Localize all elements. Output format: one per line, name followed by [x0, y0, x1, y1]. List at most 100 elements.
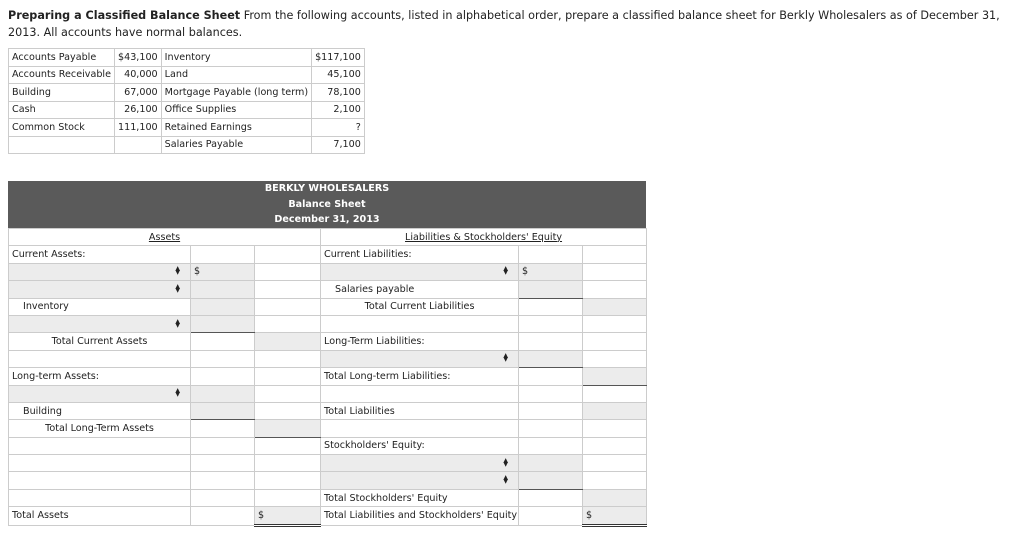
balance-sheet-row: Building Total Liabilities [8, 401, 648, 421]
balance-sheet-row: ▲ ▼ Salaries payable [8, 280, 648, 299]
empty-cell [582, 332, 648, 351]
line-item-label: Stockholders' Equity: [320, 436, 520, 456]
account-balance: $117,100 [311, 48, 365, 67]
empty-cell [253, 401, 322, 421]
amount-input[interactable] [582, 367, 648, 386]
empty-cell [253, 384, 322, 403]
line-item-label: Total Current Assets [8, 332, 191, 351]
balance-sheet-row: ▲ ▼ [8, 314, 648, 334]
amount-input[interactable]: $ [518, 262, 584, 282]
account-balance: 7,100 [311, 135, 365, 154]
empty-cell [8, 488, 191, 508]
empty-cell [253, 245, 322, 264]
amount-input[interactable] [582, 297, 648, 316]
empty-cell [190, 245, 255, 264]
account-name: Building [8, 83, 115, 102]
account-select-dropdown[interactable]: ▲ ▼ [320, 349, 520, 369]
empty-cell [8, 436, 191, 456]
amount-input[interactable]: $ [253, 506, 322, 527]
amount-input[interactable] [190, 297, 255, 316]
amount-input[interactable] [190, 401, 255, 421]
empty-cell [190, 349, 255, 369]
amount-input[interactable] [190, 314, 255, 334]
account-row: Salaries Payable 7,100 [8, 135, 365, 154]
balance-sheet-row: Total Assets $ Total Liabilities and Stock… [8, 506, 648, 527]
balance-sheet-row: ▲ ▼ [8, 454, 648, 473]
empty-cell [253, 280, 322, 299]
account-balance [113, 135, 162, 154]
statement-date: December 31, 2013 [274, 214, 380, 226]
account-select-dropdown[interactable]: ▲ ▼ [320, 262, 520, 282]
up-down-arrows-icon: ▲ ▼ [175, 317, 180, 329]
account-name [8, 135, 115, 154]
account-balance: 67,000 [113, 83, 162, 102]
amount-input[interactable] [190, 280, 255, 299]
amount-input[interactable] [582, 488, 648, 508]
empty-cell [190, 436, 255, 456]
amount-input[interactable] [518, 280, 584, 299]
account-row: Cash 26,100 Office Supplies 2,100 [8, 100, 365, 119]
balance-sheet-row: Current Assets: Current Liabilities: [8, 245, 648, 264]
amount-input[interactable] [518, 454, 584, 473]
account-select-dropdown[interactable]: ▲ ▼ [8, 262, 191, 282]
account-row: Accounts Payable $43,100 Inventory $117,100 [8, 48, 365, 67]
empty-cell [582, 245, 648, 264]
line-item-label: Salaries payable [320, 280, 520, 299]
empty-cell [582, 280, 648, 299]
problem-title: Preparing a Classified Balance Sheet [8, 9, 241, 22]
account-name: Land [160, 65, 313, 84]
account-select-dropdown[interactable]: ▲ ▼ [8, 314, 191, 334]
account-select-dropdown[interactable]: ▲ ▼ [8, 280, 191, 299]
empty-cell [253, 454, 322, 473]
empty-cell [518, 506, 584, 526]
empty-cell [190, 454, 255, 473]
line-item-label: Total Long-Term Assets [8, 419, 191, 438]
empty-cell [253, 349, 322, 369]
amount-input[interactable]: $ [190, 262, 255, 282]
empty-cell [320, 384, 520, 403]
line-item-label: Current Assets: [8, 245, 191, 264]
line-item-label: Current Liabilities: [320, 245, 520, 264]
empty-cell [582, 436, 648, 456]
amount-input[interactable]: $ [582, 506, 648, 527]
balance-sheet-row: Long-term Assets: Total Long-term Liabili… [8, 367, 648, 386]
amount-input[interactable] [582, 401, 648, 421]
balance-sheet-row: Inventory Total Current Liabilities [8, 297, 648, 316]
account-select-dropdown[interactable]: ▲ ▼ [320, 454, 520, 473]
empty-cell [582, 384, 648, 403]
company-name: BERKLY WHOLESALERS [264, 183, 390, 194]
empty-cell [320, 314, 520, 334]
empty-cell [190, 471, 255, 490]
empty-cell [582, 454, 648, 473]
amount-input[interactable] [253, 332, 322, 351]
account-select-dropdown[interactable]: ▲ ▼ [8, 384, 191, 403]
account-balance: 78,100 [311, 83, 365, 102]
up-down-arrows-icon: ▲ ▼ [503, 456, 509, 468]
up-down-arrows-icon: ▲ ▼ [175, 265, 180, 277]
assets-heading: Assets [7, 227, 322, 247]
line-item-label: Long-term Assets: [8, 367, 191, 386]
amount-input[interactable] [190, 384, 255, 403]
empty-cell [582, 349, 648, 369]
account-name: Common Stock [8, 118, 115, 137]
empty-cell [582, 314, 648, 334]
amount-input[interactable] [518, 349, 584, 369]
empty-cell [190, 506, 255, 526]
account-row: Building 67,000 Mortgage Payable (long ter… [8, 83, 365, 102]
empty-cell [253, 488, 322, 508]
up-down-arrows-icon: ▲ ▼ [175, 387, 180, 399]
empty-cell [518, 245, 584, 264]
empty-cell [253, 471, 322, 490]
empty-cell [582, 471, 648, 490]
account-name: Accounts Receivable [8, 65, 115, 84]
amount-input[interactable] [253, 419, 322, 438]
account-name: Cash [8, 100, 115, 119]
amount-input[interactable] [518, 471, 584, 490]
empty-cell [253, 262, 322, 282]
account-select-dropdown[interactable]: ▲ ▼ [320, 471, 520, 490]
account-balance: ? [311, 118, 365, 137]
balance-sheet-row: ▲ ▼ [8, 471, 648, 490]
empty-cell [582, 262, 648, 282]
empty-cell [518, 332, 584, 351]
empty-cell [253, 297, 322, 316]
